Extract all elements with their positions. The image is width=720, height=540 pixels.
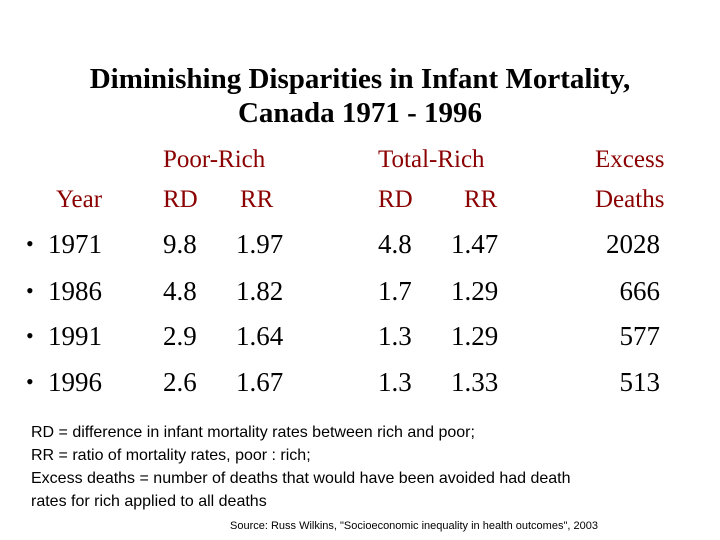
header-year: Year	[56, 186, 103, 213]
bullet: •	[26, 278, 34, 303]
slide-title-line2: Canada 1971 - 1996	[237, 97, 483, 129]
slide-title-line1: Diminishing Disparities in Infant Mortal…	[89, 63, 631, 95]
year-cell: 1996	[48, 367, 102, 397]
poor-rich-rr-cell: 1.67	[236, 367, 284, 397]
header-total-rich-rd: RD	[378, 186, 413, 213]
poor-rich-rr-cell: 1.64	[236, 321, 284, 351]
year-cell: 1991	[48, 321, 102, 351]
bullet: •	[26, 369, 34, 394]
header-total-rich-rr: RR	[464, 186, 498, 213]
excess-deaths-cell: 666	[619, 276, 661, 306]
poor-rich-rr-cell: 1.82	[236, 276, 284, 306]
excess-deaths-cell: 2028	[606, 229, 660, 259]
poor-rich-rd-cell: 2.9	[163, 321, 197, 351]
total-rich-rd-cell: 1.7	[378, 276, 412, 306]
year-cell: 1971	[48, 229, 102, 259]
note-rd-definition: RD = difference in infant mortality rate…	[31, 424, 475, 441]
header-deaths: Deaths	[595, 186, 665, 213]
poor-rich-rd-cell: 2.6	[163, 367, 197, 397]
excess-deaths-cell: 577	[619, 321, 661, 351]
header-poor-rich-rd: RD	[163, 186, 198, 213]
excess-deaths-cell: 513	[619, 367, 661, 397]
header-poor-rich: Poor-Rich	[163, 146, 266, 173]
note-excess-definition: Excess deaths = number of deaths that wo…	[31, 470, 571, 487]
note-rr-definition: RR = ratio of mortality rates, poor : ri…	[31, 447, 311, 464]
total-rich-rr-cell: 1.33	[451, 367, 499, 397]
bullet: •	[26, 231, 34, 256]
header-excess: Excess	[595, 146, 665, 173]
total-rich-rd-cell: 1.3	[378, 367, 412, 397]
source-citation: Source: Russ Wilkins, "Socioeconomic ine…	[230, 520, 598, 532]
total-rich-rd-cell: 1.3	[378, 321, 412, 351]
header-total-rich: Total-Rich	[378, 146, 485, 173]
header-poor-rich-rr: RR	[240, 186, 274, 213]
total-rich-rd-cell: 4.8	[378, 229, 412, 259]
poor-rich-rd-cell: 9.8	[163, 229, 197, 259]
note-excess-definition-cont: rates for rich applied to all deaths	[31, 493, 267, 510]
poor-rich-rr-cell: 1.97	[236, 229, 284, 259]
total-rich-rr-cell: 1.29	[451, 276, 499, 306]
total-rich-rr-cell: 1.47	[451, 229, 499, 259]
total-rich-rr-cell: 1.29	[451, 321, 499, 351]
bullet: •	[26, 323, 34, 348]
year-cell: 1986	[48, 276, 102, 306]
poor-rich-rd-cell: 4.8	[163, 276, 197, 306]
